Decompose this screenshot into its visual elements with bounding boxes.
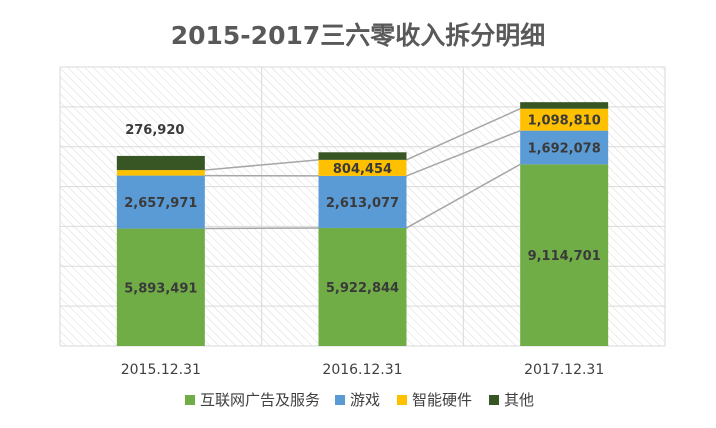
x-tick-label: 2015.12.31: [121, 362, 201, 378]
data-label-s1-c3: 9,114,701: [528, 249, 601, 264]
data-label-s3-c2: 804,454: [333, 162, 392, 177]
bar-segment-s2-c1: [116, 175, 205, 229]
bar-segment-s3-c2: [318, 159, 407, 176]
legend-item-2[interactable]: 游戏: [335, 391, 380, 409]
data-label-s1-c2: 5,922,844: [326, 281, 399, 296]
data-label-s2-c1: 2,657,971: [124, 196, 197, 211]
bar-segment-s4-c1: [116, 155, 205, 171]
series-line-1: [406, 163, 521, 229]
data-label-s2-c3: 1,692,078: [528, 141, 601, 156]
data-label-s2-c2: 2,613,077: [326, 196, 399, 211]
legend-label: 智能硬件: [412, 391, 472, 409]
bars: [116, 102, 609, 346]
legend-item-4[interactable]: 其他: [489, 391, 534, 409]
legend-label: 互联网广告及服务: [200, 391, 320, 409]
legend-swatch: [185, 395, 195, 405]
series-lines: [204, 108, 521, 230]
bar-segment-s2-c2: [318, 175, 407, 228]
series-line-3: [204, 159, 319, 171]
legend[interactable]: 互联网广告及服务 游戏 智能硬件 其他: [185, 391, 534, 409]
bar-segment-s2-c3: [520, 130, 609, 165]
legend-swatch: [335, 395, 345, 405]
legend-label: 游戏: [350, 391, 380, 409]
series-line-1: [204, 227, 319, 230]
data-labels: 5,893,491 2,657,971 276,920 5,922,844 2,613,…: [124, 114, 601, 297]
data-label-s1-c1: 5,893,491: [124, 281, 197, 296]
bar-segment-s1-c2: [318, 227, 407, 346]
x-tick-label: 2016.12.31: [322, 362, 402, 378]
bar-segment-s4-c3: [520, 102, 609, 109]
bar-segment-s1-c1: [116, 228, 205, 346]
bar-segment-s1-c3: [520, 164, 609, 346]
legend-label: 其他: [504, 391, 534, 409]
legend-item-3[interactable]: 智能硬件: [397, 391, 472, 409]
chart-title: 2015-2017三六零收入拆分明细: [171, 21, 546, 50]
legend-swatch: [397, 395, 407, 405]
data-label-s3-c1: 276,920: [125, 123, 184, 138]
data-label-s3-c3: 1,098,810: [528, 114, 601, 129]
legend-item-1[interactable]: 互联网广告及服务: [185, 391, 320, 409]
legend-swatch: [489, 395, 499, 405]
series-line-2: [406, 129, 521, 177]
bar-segment-s3-c1: [116, 170, 205, 176]
x-tick-label: 2017.12.31: [524, 362, 604, 378]
series-line-3: [406, 108, 521, 161]
bar-segment-s4-c2: [318, 152, 407, 160]
x-axis-tick-labels: 2015.12.31 2016.12.31 2017.12.31: [121, 362, 605, 378]
bar-segment-s3-c3: [520, 108, 609, 131]
